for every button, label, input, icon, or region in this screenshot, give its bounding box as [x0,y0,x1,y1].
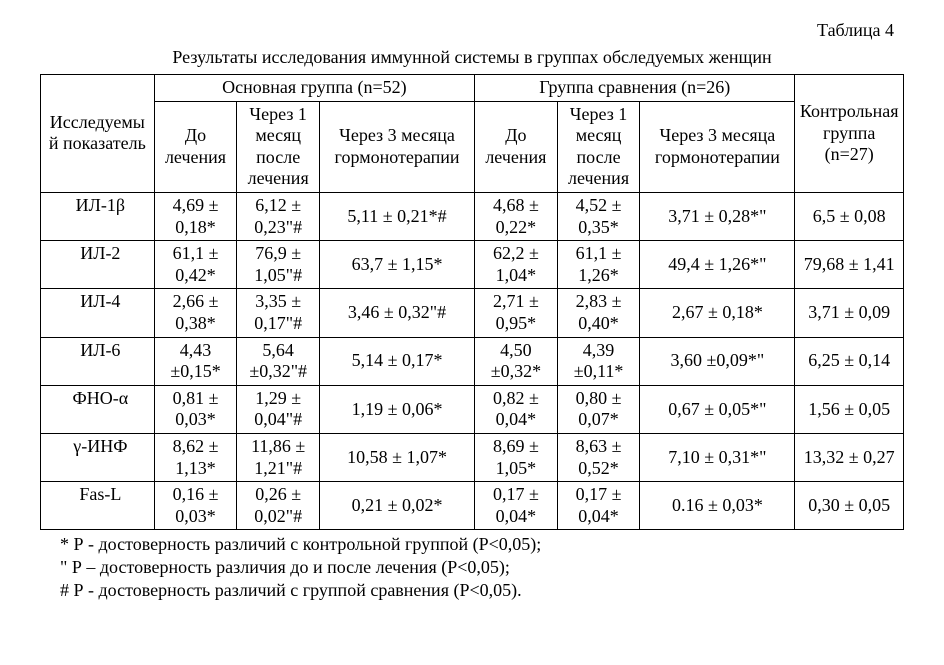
cell-m-before: 0,16 ± 0,03* [154,482,237,530]
cell-control: 0,30 ± 0,05 [795,482,904,530]
header-indicator: Исследуемый показатель [41,75,155,193]
cell-control: 1,56 ± 0,05 [795,385,904,433]
header-main-before: До лечения [154,101,237,192]
footnote-3: # Р - достоверность различий с группой с… [40,580,904,601]
immune-results-table: Исследуемый показатель Основная группа (… [40,74,904,530]
cell-c-after3: 3,60 ±0,09*" [640,337,795,385]
cell-m-before: 8,62 ± 1,13* [154,433,237,481]
header-control-group: Контрольная группа (n=27) [795,75,904,193]
cell-c-after3: 2,67 ± 0,18* [640,289,795,337]
cell-m-before: 4,69 ± 0,18* [154,192,237,240]
table-caption: Результаты исследования иммунной системы… [40,47,904,68]
cell-m-after3: 10,58 ± 1,07* [320,433,475,481]
indicator: ФНО-α [41,385,155,433]
cell-m-after3: 5,14 ± 0,17* [320,337,475,385]
cell-control: 3,71 ± 0,09 [795,289,904,337]
table-row: ФНО-α0,81 ± 0,03*1,29 ± 0,04"#1,19 ± 0,0… [41,385,904,433]
table-row: ИЛ-1β4,69 ± 0,18*6,12 ± 0,23"#5,11 ± 0,2… [41,192,904,240]
cell-c-after1: 61,1 ± 1,26* [557,241,640,289]
cell-m-after3: 1,19 ± 0,06* [320,385,475,433]
header-row-2: До лечения Через 1 месяц после лечения Ч… [41,101,904,192]
header-comp-group: Группа сравнения (n=26) [475,75,795,102]
cell-m-before: 4,43 ±0,15* [154,337,237,385]
cell-c-after3: 0,67 ± 0,05*" [640,385,795,433]
cell-c-after3: 49,4 ± 1,26*" [640,241,795,289]
cell-c-after1: 8,63 ± 0,52* [557,433,640,481]
cell-c-after3: 7,10 ± 0,31*" [640,433,795,481]
cell-m-after1: 3,35 ± 0,17"# [237,289,320,337]
cell-m-before: 2,66 ± 0,38* [154,289,237,337]
cell-c-before: 8,69 ± 1,05* [475,433,558,481]
indicator: ИЛ-1β [41,192,155,240]
cell-c-after3: 0.16 ± 0,03* [640,482,795,530]
table-row: ИЛ-64,43 ±0,15*5,64 ±0,32"#5,14 ± 0,17*4… [41,337,904,385]
cell-c-after1: 4,39 ±0,11* [557,337,640,385]
cell-m-after3: 3,46 ± 0,32"# [320,289,475,337]
cell-control: 79,68 ± 1,41 [795,241,904,289]
cell-m-after1: 5,64 ±0,32"# [237,337,320,385]
footnote-1: * Р - достоверность различий с контрольн… [40,534,904,555]
table-number-label: Таблица 4 [40,20,894,41]
cell-control: 13,32 ± 0,27 [795,433,904,481]
cell-m-before: 0,81 ± 0,03* [154,385,237,433]
table-row: ИЛ-42,66 ± 0,38*3,35 ± 0,17"#3,46 ± 0,32… [41,289,904,337]
cell-control: 6,5 ± 0,08 [795,192,904,240]
cell-m-after3: 63,7 ± 1,15* [320,241,475,289]
cell-c-before: 2,71 ± 0,95* [475,289,558,337]
cell-m-after1: 11,86 ± 1,21"# [237,433,320,481]
cell-c-after1: 2,83 ± 0,40* [557,289,640,337]
cell-m-after1: 0,26 ± 0,02"# [237,482,320,530]
table-body: ИЛ-1β4,69 ± 0,18*6,12 ± 0,23"#5,11 ± 0,2… [41,192,904,529]
indicator: ИЛ-2 [41,241,155,289]
cell-c-before: 4,68 ± 0,22* [475,192,558,240]
cell-m-before: 61,1 ± 0,42* [154,241,237,289]
cell-c-after3: 3,71 ± 0,28*" [640,192,795,240]
cell-control: 6,25 ± 0,14 [795,337,904,385]
header-comp-after1: Через 1 месяц после лечения [557,101,640,192]
footnotes: * Р - достоверность различий с контрольн… [40,534,904,601]
table-row: γ-ИНФ8,62 ± 1,13*11,86 ± 1,21"#10,58 ± 1… [41,433,904,481]
indicator: Fas-L [41,482,155,530]
header-comp-before: До лечения [475,101,558,192]
header-row-1: Исследуемый показатель Основная группа (… [41,75,904,102]
header-main-group: Основная группа (n=52) [154,75,474,102]
indicator: γ-ИНФ [41,433,155,481]
cell-c-before: 62,2 ± 1,04* [475,241,558,289]
table-row: Fas-L0,16 ± 0,03*0,26 ± 0,02"#0,21 ± 0,0… [41,482,904,530]
indicator: ИЛ-4 [41,289,155,337]
cell-c-before: 0,17 ± 0,04* [475,482,558,530]
cell-c-before: 4,50 ±0,32* [475,337,558,385]
cell-c-after1: 0,17 ± 0,04* [557,482,640,530]
cell-m-after3: 0,21 ± 0,02* [320,482,475,530]
cell-m-after3: 5,11 ± 0,21*# [320,192,475,240]
cell-m-after1: 76,9 ± 1,05"# [237,241,320,289]
cell-c-before: 0,82 ± 0,04* [475,385,558,433]
cell-c-after1: 0,80 ± 0,07* [557,385,640,433]
cell-m-after1: 6,12 ± 0,23"# [237,192,320,240]
header-main-after3: Через 3 месяца гормонотерапии [320,101,475,192]
header-comp-after3: Через 3 месяца гормонотерапии [640,101,795,192]
footnote-2: " Р – достоверность различия до и после … [40,557,904,578]
header-main-after1: Через 1 месяц после лечения [237,101,320,192]
indicator: ИЛ-6 [41,337,155,385]
table-row: ИЛ-261,1 ± 0,42*76,9 ± 1,05"#63,7 ± 1,15… [41,241,904,289]
cell-m-after1: 1,29 ± 0,04"# [237,385,320,433]
cell-c-after1: 4,52 ± 0,35* [557,192,640,240]
